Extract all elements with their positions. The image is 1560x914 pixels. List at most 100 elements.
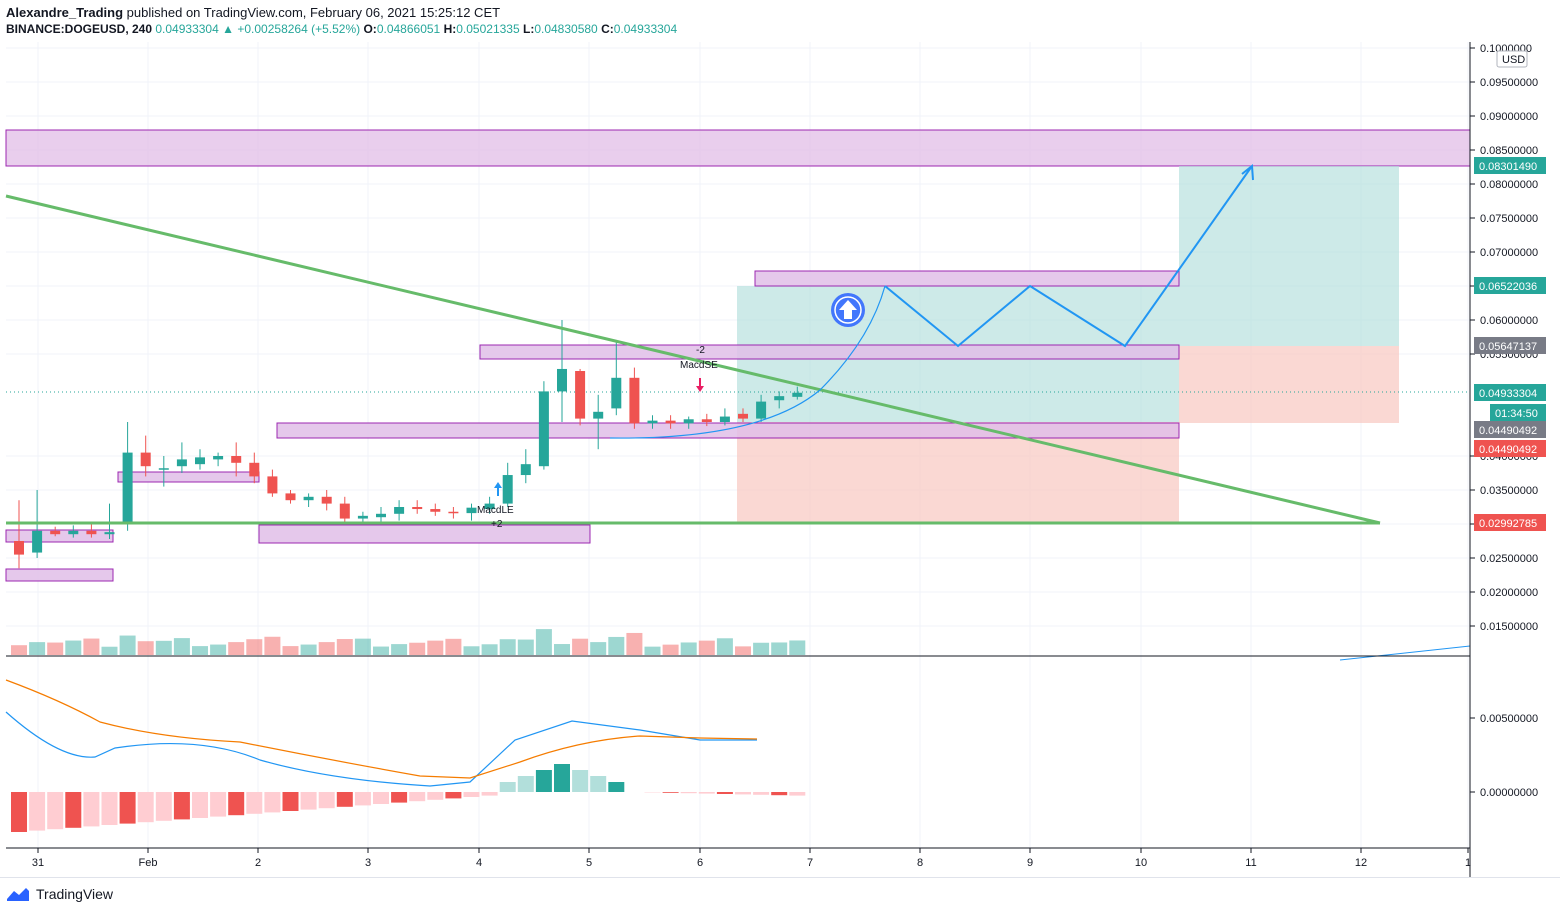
change-arrow-icon: ▲ xyxy=(222,22,234,36)
macd-histogram-bar xyxy=(228,792,244,815)
macd-histogram-bar xyxy=(554,764,570,792)
macd-histogram-bar xyxy=(83,792,99,826)
candle-body xyxy=(249,463,259,477)
time-tick-label: 2 xyxy=(255,857,261,869)
candle-body xyxy=(141,453,151,467)
volume-bar xyxy=(572,639,588,655)
candle-body xyxy=(86,531,96,534)
candle-body xyxy=(50,531,60,534)
candle-body xyxy=(648,421,658,424)
symbol-label[interactable]: BINANCE:DOGEUSD, 240 xyxy=(6,22,152,36)
chart-canvas[interactable]: MacdLE +2 -2 MacdSE 0.10000000.095000000… xyxy=(0,0,1560,877)
candle-body xyxy=(557,369,567,391)
candle-body xyxy=(467,508,477,513)
high-value: 0.05021335 xyxy=(456,22,519,36)
time-tick-label: 4 xyxy=(476,857,482,869)
volume-bar xyxy=(482,644,498,655)
candle-body xyxy=(394,507,404,514)
zone-024[interactable] xyxy=(6,569,113,581)
macd-histogram-bar xyxy=(427,792,443,800)
candle-body xyxy=(756,402,766,419)
ohlc-legend: BINANCE:DOGEUSD, 240 0.04933304 ▲ +0.002… xyxy=(6,22,677,36)
target-profit-zone[interactable] xyxy=(1179,166,1399,346)
candle-body xyxy=(340,504,350,519)
volume-bar xyxy=(246,639,262,655)
volume-bar xyxy=(283,646,299,655)
volume-bar xyxy=(337,639,353,655)
volume-bar xyxy=(47,643,63,655)
zone-065[interactable] xyxy=(755,271,1179,286)
volume-bar xyxy=(608,637,624,655)
candle-body xyxy=(123,453,133,524)
last-price: 0.04933304 xyxy=(155,22,218,36)
macd-line xyxy=(6,712,757,786)
candle-body xyxy=(684,419,694,423)
macd-histogram-bar xyxy=(717,792,733,794)
candle-body xyxy=(611,378,621,409)
tradingview-logo[interactable]: TradingView xyxy=(6,886,113,902)
time-tick-label: 3 xyxy=(365,857,371,869)
volume-bar xyxy=(590,642,606,655)
macd-histogram-bar xyxy=(246,792,262,814)
zone-056[interactable] xyxy=(480,345,1179,359)
macd-histogram-bar xyxy=(735,792,751,794)
candle-body xyxy=(195,457,205,464)
candle-body xyxy=(774,396,784,400)
lower-projection-line xyxy=(1340,646,1470,660)
candle-body xyxy=(503,475,513,504)
currency-label: USD xyxy=(1502,54,1525,66)
zone-039[interactable] xyxy=(118,472,259,482)
price-label-text: 0.08301490 xyxy=(1479,161,1537,173)
price-tick-label: 0.07000000 xyxy=(1480,247,1538,259)
zone-030[interactable] xyxy=(259,525,590,543)
macd-histogram-bar xyxy=(319,792,335,808)
drawings-layer xyxy=(6,130,1470,581)
resistance-zone-upper[interactable] xyxy=(6,130,1470,166)
macd-histogram-bar xyxy=(789,792,805,796)
time-tick-label: 9 xyxy=(1027,857,1033,869)
macd-histogram-bar xyxy=(264,792,280,812)
signal-line xyxy=(6,680,757,778)
volume-bar xyxy=(427,641,443,655)
price-tick-label: 0.08500000 xyxy=(1480,145,1538,157)
high-key: H: xyxy=(444,22,457,36)
macd-histogram-bar xyxy=(464,792,480,797)
macd-histogram-bar xyxy=(409,792,425,801)
macd-histogram-bar xyxy=(771,792,787,795)
candle-body xyxy=(358,516,368,519)
macd-histogram-bar xyxy=(174,792,190,819)
volume-bar xyxy=(156,641,172,655)
candle-body xyxy=(68,531,78,534)
candle-body xyxy=(593,412,603,419)
time-tick-label: 1 xyxy=(1465,857,1471,869)
volume-bar xyxy=(355,639,371,655)
candle-body xyxy=(412,507,422,509)
candle-body xyxy=(267,476,277,493)
zone-045[interactable] xyxy=(277,423,1179,438)
volume-bar xyxy=(735,646,751,655)
candle-body xyxy=(159,468,169,470)
price-label-text: 0.05647137 xyxy=(1479,341,1537,353)
publish-info: published on TradingView.com, February 0… xyxy=(127,5,500,20)
volume-bar xyxy=(753,643,769,655)
price-label-text: 0.06522036 xyxy=(1479,281,1537,293)
target-loss-zone[interactable] xyxy=(1179,346,1399,423)
macd-histogram-bar xyxy=(391,792,407,803)
open-value: 0.04866051 xyxy=(377,22,440,36)
volume-bar xyxy=(264,637,280,655)
up-arrow-circle-icon[interactable] xyxy=(831,293,865,327)
macd-tick-label: 0.00000000 xyxy=(1480,787,1538,799)
volume-bar xyxy=(391,644,407,655)
author-name[interactable]: Alexandre_Trading xyxy=(6,5,123,20)
macd-histogram-bar xyxy=(337,792,353,807)
candle-body xyxy=(575,371,585,419)
volume-bar xyxy=(445,639,461,655)
macd-histogram-bar xyxy=(355,792,371,805)
candle-body xyxy=(105,532,115,534)
candle-body xyxy=(322,497,332,504)
candle-body xyxy=(213,456,223,459)
volume-bar xyxy=(174,638,190,655)
macd-histogram-bar xyxy=(102,792,118,825)
volume-bar xyxy=(681,642,697,655)
